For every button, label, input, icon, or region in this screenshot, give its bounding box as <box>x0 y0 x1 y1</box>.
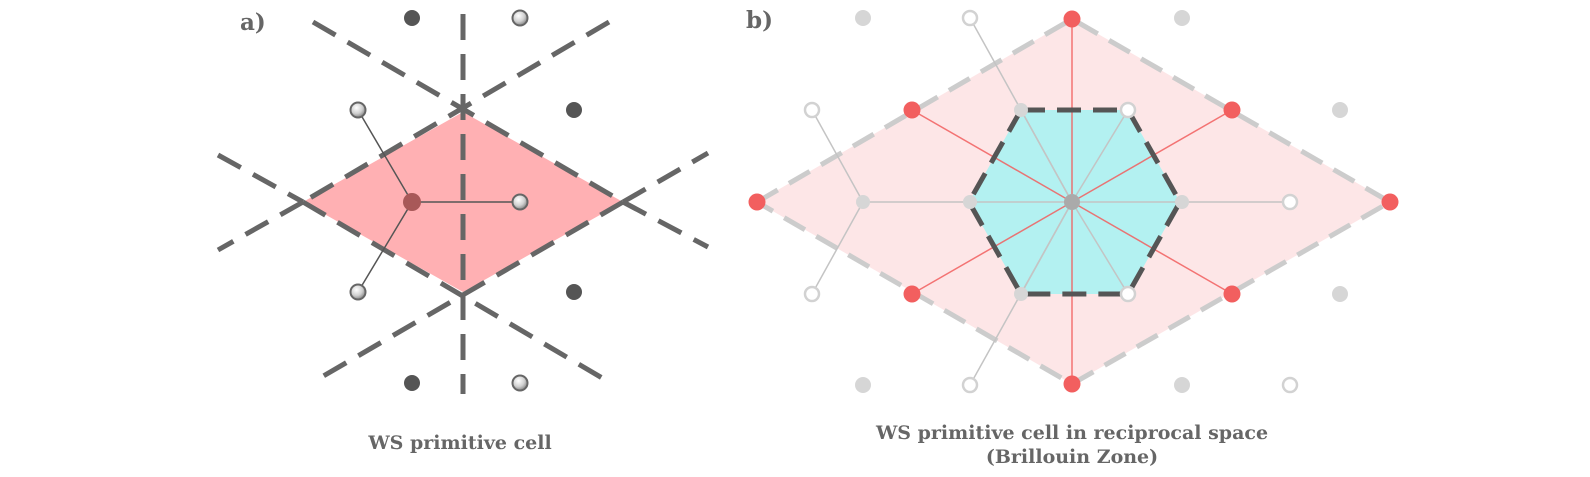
lattice-point <box>1332 102 1348 118</box>
neighbor-point <box>961 9 979 27</box>
lattice-point <box>855 10 871 26</box>
boundary-line-diagonal-1 <box>311 19 625 205</box>
lattice-point <box>1014 287 1028 301</box>
panel-a-caption: WS primitive cell <box>368 432 552 454</box>
neighbor-point <box>349 101 367 119</box>
reciprocal-points <box>748 10 1399 393</box>
connection-lower-left <box>357 201 413 293</box>
boundary-line-left-upper <box>216 152 305 205</box>
lattice-point <box>855 377 871 393</box>
neighbor-line <box>811 109 864 203</box>
lattice-point <box>566 284 582 300</box>
boundary-line-diagonal-2 <box>311 199 625 385</box>
neighbor-point <box>961 376 979 394</box>
lattice-point <box>566 102 582 118</box>
boundary-line-left-lower <box>216 199 305 253</box>
neighbor-point <box>1119 285 1137 303</box>
reciprocal-point <box>1223 285 1241 303</box>
neighbor-point <box>1281 376 1299 394</box>
reciprocal-point <box>903 101 921 119</box>
reciprocal-point <box>1063 375 1081 393</box>
reciprocal-point <box>903 285 921 303</box>
neighbor-point <box>511 374 529 392</box>
lattice-point <box>404 375 420 391</box>
neighbor-line <box>811 201 864 295</box>
lattice-point <box>1174 10 1190 26</box>
lattice-points <box>855 10 1348 393</box>
neighbor-line <box>1020 201 1073 295</box>
neighbor-point <box>511 9 529 27</box>
lattice-point <box>404 10 420 26</box>
neighbor-point <box>349 283 367 301</box>
panel-a-label: a) <box>240 9 266 36</box>
neighbor-point <box>1281 193 1299 211</box>
reciprocal-point <box>1063 10 1081 28</box>
panel-b-label: b) <box>746 7 773 34</box>
boundary-line-diagonal-4 <box>301 199 611 385</box>
panel-a <box>216 9 710 394</box>
neighbor-line <box>1020 109 1073 203</box>
neighbor-point <box>803 101 821 119</box>
lattice-point <box>1175 195 1189 209</box>
reciprocal-point <box>1223 101 1241 119</box>
neighbor-points <box>803 9 1299 394</box>
reciprocal-vector-line <box>911 201 1073 295</box>
reciprocal-point <box>748 193 766 211</box>
neighbor-point <box>803 285 821 303</box>
lattice-point <box>1332 286 1348 302</box>
cell-boundary-lines <box>216 14 710 394</box>
lattice-point <box>1174 377 1190 393</box>
center-lattice-point <box>403 193 421 211</box>
boundary-line-diagonal-3 <box>301 19 611 205</box>
neighbor-line <box>1071 109 1129 203</box>
boundary-line-right-upper <box>621 150 710 205</box>
lattice-point <box>963 195 977 209</box>
panel-b-caption-line1: WS primitive cell in reciprocal space <box>875 422 1269 444</box>
neighbor-point <box>511 193 529 211</box>
center-lattice-point <box>1064 194 1080 210</box>
reciprocal-vector-line <box>911 109 1073 203</box>
lattice-point <box>1014 103 1028 117</box>
lattice-point <box>856 195 870 209</box>
connection-upper-left <box>357 109 413 203</box>
panel-b <box>748 9 1399 394</box>
neighbor-line <box>1071 201 1129 295</box>
reciprocal-point <box>1381 193 1399 211</box>
panel-b-caption-line2: (Brillouin Zone) <box>985 446 1159 468</box>
boundary-line-right-lower <box>621 199 710 250</box>
neighbor-points <box>349 9 529 392</box>
neighbor-connections <box>357 109 520 293</box>
lattice-points <box>404 10 582 391</box>
neighbor-point <box>1119 101 1137 119</box>
